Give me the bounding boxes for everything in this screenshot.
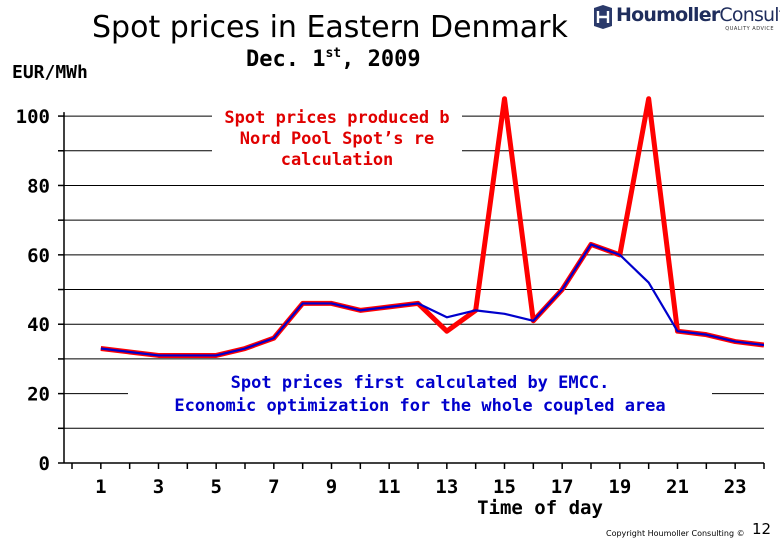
x-tick-label: 11 [378, 476, 401, 498]
emcc-annotation-line: Economic optimization for the whole coup… [174, 396, 666, 416]
series-lines [100, 96, 764, 358]
emcc-annotation: Spot prices first calculated by EMCC. Eco… [128, 372, 712, 418]
y-tick-label: 0 [39, 453, 50, 475]
y-tick-label: 80 [27, 175, 50, 197]
y-tick-label: 60 [27, 245, 50, 267]
subtitle-ordinal: st [325, 46, 342, 61]
recalc-annotation-line: Spot prices produced b [224, 108, 450, 128]
axes [58, 112, 765, 469]
emcc-price-line [100, 243, 764, 357]
page-number: 12 [752, 520, 772, 538]
subtitle-date: Dec. 1 [246, 47, 326, 72]
logo-bold: Houmoller [616, 4, 720, 26]
recalc-annotation: Spot prices produced b Nord Pool Spot’s … [212, 108, 462, 171]
emcc-annotation-line: Spot prices first calculated by EMCC. [230, 373, 610, 393]
x-tick-label: 15 [493, 476, 516, 498]
recalc-annotation-line: Nord Pool Spot’s re [239, 129, 435, 149]
x-tick-label: 7 [268, 476, 279, 498]
copyright-text: Copyright Houmoller Consulting © [606, 529, 745, 538]
logo-light: Consulting [719, 4, 780, 26]
x-tick-label: 13 [435, 476, 458, 498]
x-tick-label: 17 [551, 476, 574, 498]
y-axis-label: EUR/MWh [12, 62, 88, 83]
recalc-annotation-line: calculation [280, 150, 394, 170]
x-tick-label: 1 [95, 476, 106, 498]
x-tick-label: 23 [724, 476, 747, 498]
x-axis-label: Time of day [477, 497, 603, 519]
y-tick-labels: 0 20 40 60 80 100 [16, 106, 50, 475]
y-tick-label: 20 [27, 384, 50, 406]
x-tick-label: 9 [326, 476, 337, 498]
chart-subtitle: Dec. 1st, 2009 [246, 46, 421, 72]
y-tick-label: 100 [16, 106, 50, 128]
x-tick-label: 3 [153, 476, 164, 498]
logo-tagline: QUALITY ADVICE [725, 26, 774, 32]
y-tick-label: 40 [27, 314, 50, 336]
x-tick-labels: 1 3 5 7 9 11 13 15 17 19 21 23 [95, 476, 747, 498]
chart-title: Spot prices in Eastern Denmark [92, 10, 568, 45]
x-tick-label: 19 [608, 476, 631, 498]
x-tick-label: 5 [210, 476, 221, 498]
x-tick-label: 21 [666, 476, 689, 498]
logo-mark-icon [594, 5, 612, 29]
subtitle-year: , 2009 [341, 47, 421, 72]
